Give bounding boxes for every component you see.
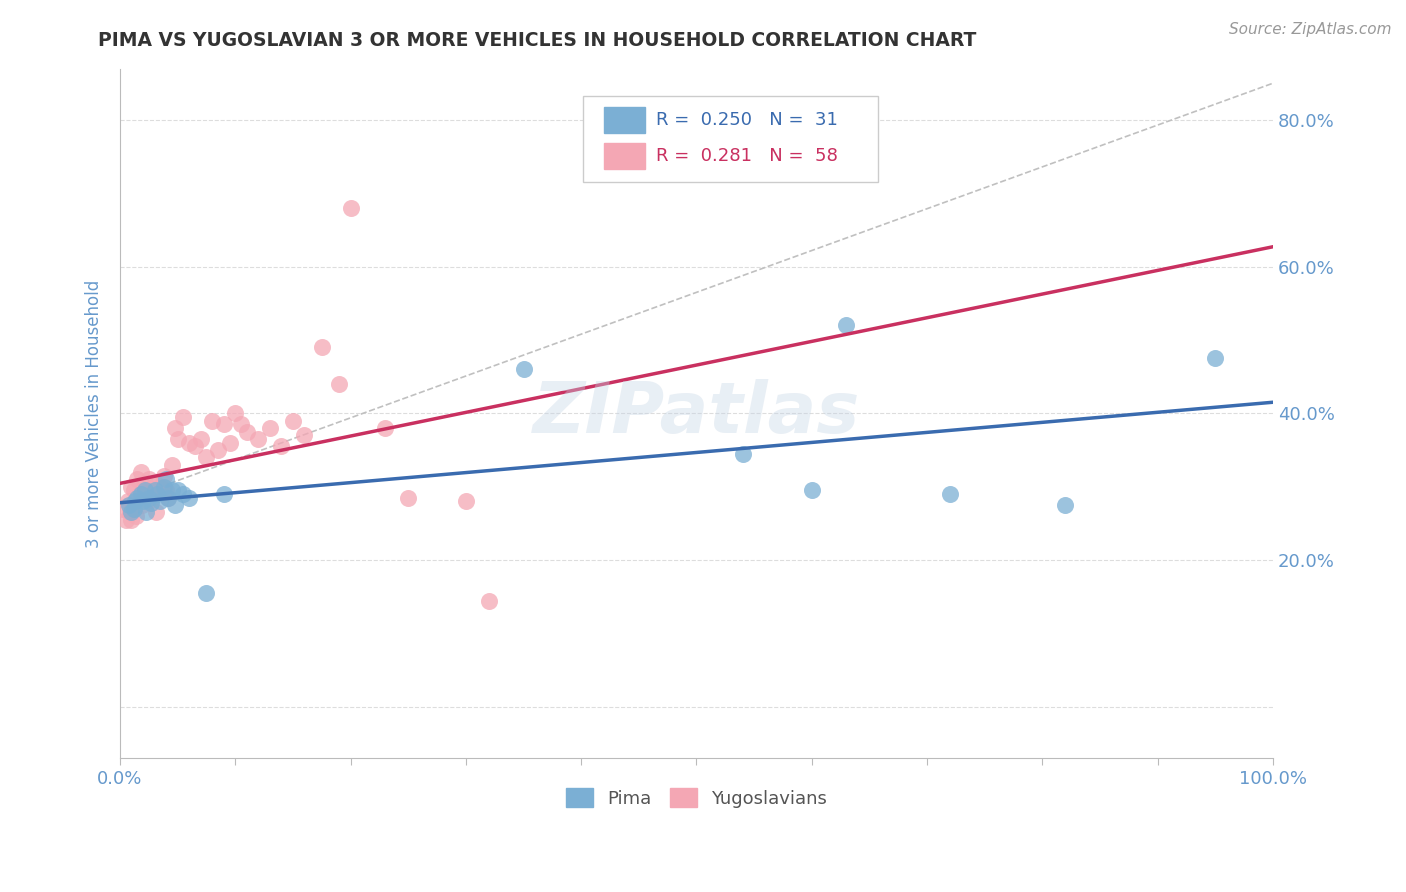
Point xyxy=(172,410,194,425)
Point xyxy=(118,498,141,512)
Point xyxy=(165,498,187,512)
Point xyxy=(311,340,333,354)
Point xyxy=(939,487,962,501)
Point xyxy=(454,494,477,508)
Text: Source: ZipAtlas.com: Source: ZipAtlas.com xyxy=(1229,22,1392,37)
Point xyxy=(112,501,135,516)
Point xyxy=(396,491,419,505)
Point xyxy=(141,491,163,505)
Point xyxy=(800,483,823,498)
Text: R =  0.281   N =  58: R = 0.281 N = 58 xyxy=(657,147,838,165)
Point xyxy=(212,487,235,501)
Point xyxy=(374,421,396,435)
Point xyxy=(129,487,152,501)
Point xyxy=(127,491,149,505)
Text: PIMA VS YUGOSLAVIAN 3 OR MORE VEHICLES IN HOUSEHOLD CORRELATION CHART: PIMA VS YUGOSLAVIAN 3 OR MORE VEHICLES I… xyxy=(98,31,977,50)
Point xyxy=(134,483,156,498)
Point xyxy=(124,494,146,508)
Point xyxy=(121,506,143,520)
Point xyxy=(1204,351,1226,366)
Point xyxy=(128,487,150,501)
Point xyxy=(328,377,350,392)
Point xyxy=(478,593,501,607)
Point xyxy=(212,417,235,432)
Point xyxy=(259,421,281,435)
Point xyxy=(122,501,145,516)
Point xyxy=(224,406,246,420)
Point xyxy=(127,473,149,487)
Point xyxy=(121,480,143,494)
Point xyxy=(229,417,252,432)
Point xyxy=(122,483,145,498)
Point xyxy=(236,425,259,439)
Point xyxy=(143,476,166,491)
Point xyxy=(132,483,155,498)
Point xyxy=(120,506,142,520)
Point xyxy=(117,494,139,508)
Point xyxy=(139,496,162,510)
Point xyxy=(731,447,754,461)
Point xyxy=(121,513,143,527)
Point xyxy=(184,440,207,454)
Point xyxy=(179,435,201,450)
Point xyxy=(134,476,156,491)
Point xyxy=(195,586,218,600)
Point xyxy=(132,494,155,508)
Point xyxy=(339,201,361,215)
Point xyxy=(160,458,183,472)
Point xyxy=(157,491,180,505)
Point xyxy=(124,494,146,508)
FancyBboxPatch shape xyxy=(583,96,877,182)
Point xyxy=(294,428,316,442)
Point xyxy=(131,498,153,512)
Point xyxy=(281,414,304,428)
Y-axis label: 3 or more Vehicles in Household: 3 or more Vehicles in Household xyxy=(86,279,103,548)
Text: R =  0.250   N =  31: R = 0.250 N = 31 xyxy=(657,112,838,129)
Point xyxy=(165,421,187,435)
Point xyxy=(145,506,167,520)
Point xyxy=(179,491,201,505)
Bar xyxy=(605,107,644,134)
Point xyxy=(136,494,159,508)
Point xyxy=(201,414,224,428)
Point xyxy=(114,513,136,527)
Point xyxy=(149,480,172,494)
Point xyxy=(134,491,156,505)
Point xyxy=(138,473,160,487)
Point xyxy=(138,491,160,505)
Point xyxy=(129,465,152,479)
Point xyxy=(512,362,534,376)
Point xyxy=(155,473,177,487)
Point xyxy=(139,487,162,501)
Point xyxy=(135,483,157,498)
Point xyxy=(835,318,858,333)
Point xyxy=(125,509,148,524)
Point xyxy=(157,491,180,505)
Legend: Pima, Yugoslavians: Pima, Yugoslavians xyxy=(558,781,834,815)
Text: ZIPatlas: ZIPatlas xyxy=(533,379,860,448)
Point xyxy=(218,435,240,450)
Point xyxy=(118,498,141,512)
Point xyxy=(155,483,177,498)
Bar xyxy=(605,143,644,169)
Point xyxy=(172,487,194,501)
Point xyxy=(146,483,169,498)
Point xyxy=(152,468,174,483)
Point xyxy=(146,487,169,501)
Point xyxy=(1054,498,1077,512)
Point xyxy=(135,506,157,520)
Point xyxy=(195,450,218,465)
Point xyxy=(127,491,149,505)
Point xyxy=(152,483,174,498)
Point xyxy=(247,432,270,446)
Point xyxy=(207,443,229,458)
Point xyxy=(149,494,172,508)
Point xyxy=(152,480,174,494)
Point xyxy=(166,432,188,446)
Point xyxy=(160,483,183,498)
Point xyxy=(270,440,292,454)
Point xyxy=(166,483,188,498)
Point xyxy=(190,432,212,446)
Point xyxy=(143,483,166,498)
